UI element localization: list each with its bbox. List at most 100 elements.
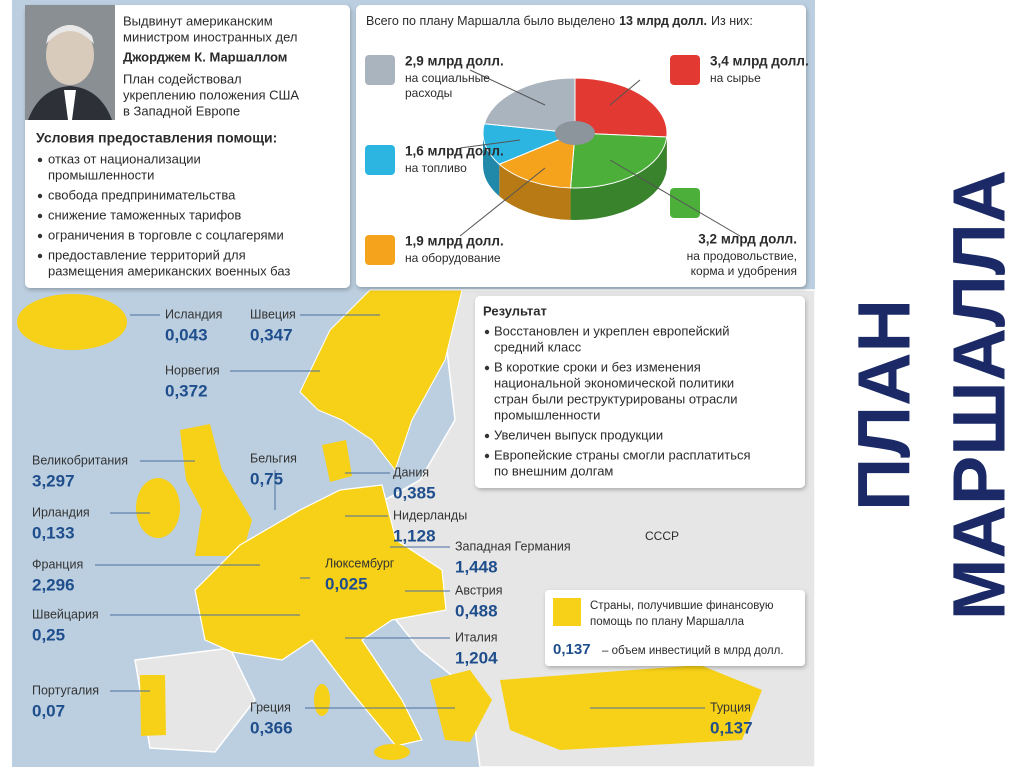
ireland: [136, 478, 180, 538]
leader-line: [609, 159, 741, 237]
country-value: 0,385: [393, 483, 436, 502]
pie-slice: [498, 132, 576, 189]
result-item: средний класс: [494, 339, 582, 354]
country-name: Франция: [32, 557, 83, 571]
bullet: [484, 365, 490, 371]
legend-sample-text: – объем инвестиций в млрд долл.: [602, 645, 784, 657]
slice-icon: [365, 145, 395, 175]
country-name: Бельгия: [250, 451, 297, 465]
western-europe: [194, 484, 447, 747]
result-title: Результат: [483, 303, 547, 318]
country-value: 0,25: [32, 625, 65, 644]
condition-item: свобода предпринимательства: [48, 187, 236, 202]
result-item: национальной экономической политики: [494, 375, 734, 390]
country-value: 0,75: [250, 469, 283, 488]
leader-line: [609, 79, 641, 106]
slice-caption: на топливо: [405, 161, 467, 175]
country-name: Люксембург: [325, 556, 395, 570]
country-value: 0,133: [32, 523, 75, 542]
bullet: [37, 213, 43, 219]
sardinia: [314, 684, 330, 716]
bullet: [484, 329, 490, 335]
effect-line: в Западной Европе: [123, 103, 240, 118]
legend-text: помощь по плану Маршалла: [590, 616, 745, 628]
country-value: 0,347: [250, 325, 293, 344]
condition-item: ограничения в торговле с соцлагерями: [48, 227, 284, 242]
country-value: 3,297: [32, 471, 75, 490]
legend-sample: 0,137: [553, 641, 591, 658]
scandinavia: [299, 289, 463, 472]
country-value: 0,137: [710, 718, 753, 737]
country-value: 0,488: [455, 601, 498, 620]
conditions-title: Условия предоставления помощи:: [36, 130, 277, 146]
result-item: Европейские страны смогли расплатиться: [494, 447, 751, 462]
page-title: ПЛАН: [843, 299, 926, 511]
country-value: 0,07: [32, 701, 65, 720]
slice-caption: на продовольствие,: [687, 249, 797, 263]
slice-caption: на сырье: [710, 71, 761, 85]
great-britain: [180, 424, 252, 556]
country-value: 0,366: [250, 718, 293, 737]
sicily: [374, 744, 410, 760]
country-name: Турция: [710, 700, 751, 714]
country-value: 2,296: [32, 575, 75, 594]
country-name: Дания: [393, 465, 429, 479]
greece: [430, 670, 492, 742]
slice-label: 1,9 млрд долл.: [405, 234, 504, 249]
country-name: Австрия: [455, 583, 503, 597]
condition-item: отказ от национализации: [48, 151, 201, 166]
condition-item: размещения американских военных баз: [48, 263, 290, 278]
marshall-name: Джорджем К. Маршаллом: [123, 49, 287, 64]
slice-label: 3,4 млрд долл.: [710, 54, 809, 69]
condition-item: снижение таможенных тарифов: [48, 207, 241, 222]
legend-box: [545, 590, 805, 666]
country-value: 1,128: [393, 526, 436, 545]
legend-swatch: [553, 598, 581, 626]
country-value: 1,204: [455, 648, 498, 667]
bullet: [37, 253, 43, 259]
country-name: Великобритания: [32, 453, 128, 467]
country-value: 0,043: [165, 325, 208, 344]
legend-text: Страны, получившие финансовую: [590, 600, 774, 612]
pie-side: [570, 136, 667, 220]
funding-intro: Всего по плану Маршалла было выделено: [366, 14, 615, 28]
slice-caption: на оборудование: [405, 251, 501, 265]
leader-line: [459, 139, 521, 149]
portrait: [25, 5, 115, 120]
slice-icon: [670, 55, 700, 85]
slice-caption: корма и удобрения: [691, 264, 797, 278]
country-name: Португалия: [32, 683, 99, 697]
country-value: 0,372: [165, 381, 208, 400]
country-name: Западная Германия: [455, 539, 571, 553]
slice-label: 2,9 млрд долл.: [405, 54, 504, 69]
result-item: Восстановлен и укреплен европейский: [494, 323, 730, 338]
leader-line: [459, 167, 546, 237]
funding-header: Всего по плану Маршалла было выделено 13 …: [366, 14, 753, 28]
result-item: Увеличен выпуск продукции: [494, 427, 663, 442]
country-value: 1,448: [455, 557, 498, 576]
pie-slice: [570, 132, 668, 189]
slice-icon: [670, 188, 700, 218]
slice-caption: на социальные: [405, 71, 490, 85]
pie-hole: [555, 121, 595, 145]
country-value: 0,025: [325, 574, 368, 593]
country-name: Швейцария: [32, 607, 99, 621]
intro-line: министром иностранных дел: [123, 29, 297, 44]
pie-side: [483, 133, 500, 197]
result-item: стран были реструктурированы отрасли: [494, 391, 738, 406]
funding-intro-end: Из них:: [711, 14, 753, 28]
condition-item: промышленности: [48, 167, 154, 182]
iceland: [17, 294, 127, 350]
bullet: [37, 193, 43, 199]
effect-line: укреплению положения США: [123, 87, 299, 102]
effect-line: План содействовал: [123, 71, 242, 86]
bullet: [484, 433, 490, 439]
country-name: Ирландия: [32, 505, 90, 519]
slice-label: 1,6 млрд долл.: [405, 144, 504, 159]
country-name: Греция: [250, 700, 291, 714]
result-item: по внешним долгам: [494, 463, 613, 478]
funding-total: 13 млрд долл.: [619, 14, 707, 28]
country-name: Нидерланды: [393, 508, 467, 522]
condition-item: предоставление территорий для: [48, 247, 246, 262]
country-name: Италия: [455, 630, 498, 644]
